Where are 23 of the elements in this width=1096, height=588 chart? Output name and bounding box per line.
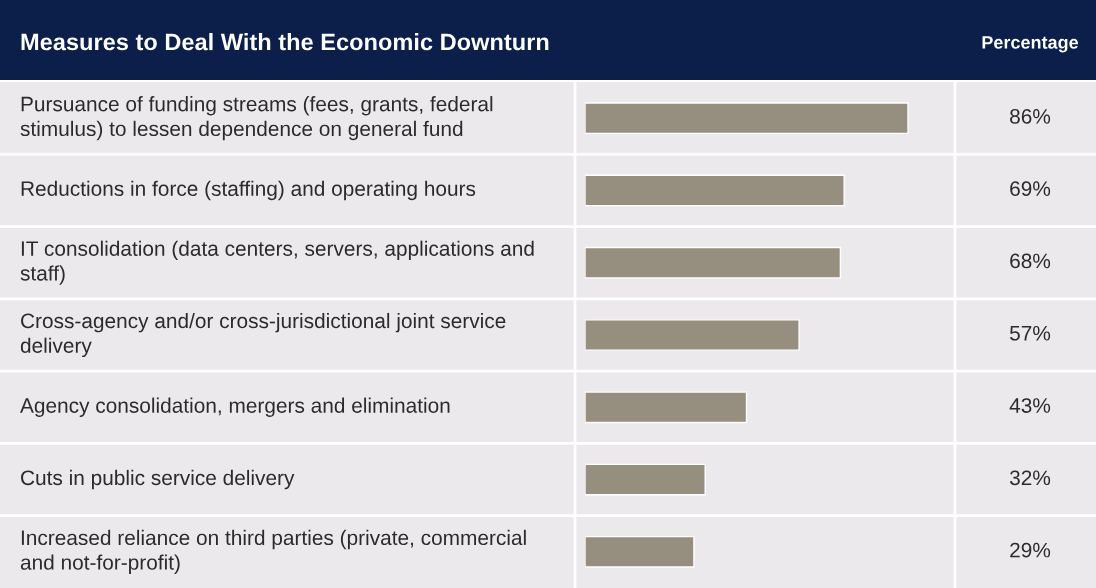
y-tick-label: Reductions in force (staffing) and operating hours (21, 180, 476, 201)
y-tick-label: Increased reliance on third parties (private, commercial and not-for-profit) (20, 529, 526, 574)
bar (585, 174, 845, 207)
bar (585, 319, 800, 351)
text: Measures to Deal With the Economic Downturn (21, 33, 549, 51)
bar (585, 463, 706, 496)
y-tick-label: Agency consolidation, mergers and elimination (20, 397, 450, 417)
y-tick-label: Cuts in public service delivery (21, 469, 295, 490)
y-tick-label: IT consolidation (data centers, servers, applications and staff) (20, 240, 534, 285)
bar (585, 246, 842, 279)
data-label: 32% (1009, 470, 1051, 486)
x-axis-title: Percentage (982, 36, 1079, 53)
bar (585, 391, 748, 424)
data-label: 68% (1010, 253, 1051, 269)
y-tick-label: Pursuance of funding streams (fees, grants, federal stimulus) to lessen dependence on general fund (20, 96, 493, 141)
bar (585, 102, 909, 135)
y-tick-label: Cross-agency and/or cross-jurisdictional joint service delivery (20, 312, 506, 358)
data-label: 57% (1009, 325, 1051, 341)
data-label: 43% (1009, 398, 1051, 413)
bar (585, 535, 695, 568)
data-label: 29% (1010, 542, 1051, 558)
data-label: 69% (1010, 181, 1051, 197)
data-label: 86% (1010, 108, 1051, 124)
